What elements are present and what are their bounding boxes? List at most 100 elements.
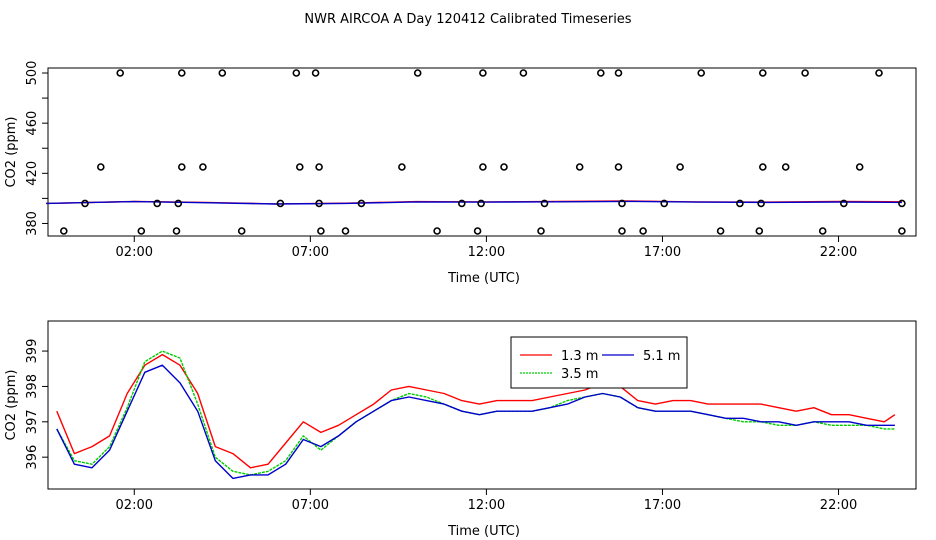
calibration-point — [639, 227, 647, 235]
series-line-5-1-m — [56, 364, 895, 480]
calibration-point — [59, 227, 68, 235]
calibration-point — [413, 69, 422, 77]
calibration-point — [697, 69, 706, 77]
calibration-x-tick-label: 22:00 — [820, 245, 857, 260]
calibration-point — [519, 69, 528, 77]
timeseries-y-tick-label: 398 — [25, 374, 40, 399]
timeseries-panel: 396 397 398 399 02:00 07:00 12:00 17:00 22:00 T… — [4, 320, 917, 539]
calibration-point — [898, 227, 906, 235]
calibration-point — [116, 69, 124, 77]
calibration-point — [898, 199, 906, 208]
calibration-point — [473, 227, 482, 235]
timeseries-x-tick-label: 02:00 — [116, 498, 153, 513]
calibration-point — [315, 199, 323, 208]
calibration-ylabel: CO2 (ppm) — [4, 116, 19, 187]
calibration-point — [614, 69, 623, 77]
calibration-panel: 380 420 460 500 02:00 07:00 12:00 17:00 22:00 T… — [4, 61, 917, 286]
calibration-line-5-1-m — [46, 200, 902, 205]
calibration-x-tick-label: 17:00 — [644, 245, 681, 260]
calibration-point — [172, 227, 181, 235]
timeseries-x-tick-label: 22:00 — [820, 498, 857, 513]
timeseries-y-tick-label: 396 — [25, 445, 40, 470]
calibration-point — [614, 163, 623, 171]
legend-label-1-3m: 1.3 m — [561, 349, 598, 364]
calibration-x-tick-label: 12:00 — [468, 245, 505, 260]
calibration-point — [781, 163, 790, 171]
calibration-point — [153, 199, 161, 208]
calibration-point — [317, 227, 325, 235]
timeseries-y-axis: 396 397 398 399 — [25, 339, 48, 470]
calibration-point — [596, 69, 605, 77]
calibration-point — [199, 163, 207, 171]
calibration-point — [875, 69, 883, 77]
calibration-lines — [46, 200, 902, 205]
legend-box — [510, 336, 688, 389]
calibration-point — [457, 199, 466, 208]
timeseries-x-tick-label: 12:00 — [468, 498, 505, 513]
calibration-point — [276, 199, 285, 208]
timeseries-ylabel: CO2 (ppm) — [4, 369, 19, 440]
timeseries-xlabel: Time (UTC) — [447, 524, 520, 539]
calibration-point — [315, 163, 323, 171]
calibration-point — [178, 163, 186, 171]
calibration-point — [295, 163, 304, 171]
calibration-x-axis: 02:00 07:00 12:00 17:00 22:00 — [116, 236, 857, 260]
calibration-point — [477, 199, 485, 208]
calibration-point — [218, 69, 227, 77]
timeseries-x-tick-label: 17:00 — [644, 498, 681, 513]
calibration-point — [500, 163, 508, 171]
calibration-point — [755, 227, 764, 235]
calibration-point — [398, 163, 406, 171]
calibration-point — [716, 227, 725, 235]
calibration-point — [540, 199, 549, 208]
calibration-y-tick-label: 380 — [25, 211, 40, 236]
calibration-point — [433, 227, 441, 235]
calibration-point — [660, 199, 669, 208]
calibration-point — [757, 199, 765, 208]
calibration-point — [855, 163, 864, 171]
calibration-points — [59, 69, 906, 235]
calibration-point — [81, 199, 89, 208]
calibration-y-tick-label: 460 — [25, 111, 40, 136]
series-line-1-3-m — [56, 353, 896, 469]
timeseries-y-tick-label: 399 — [25, 339, 40, 364]
calibration-x-tick-label: 02:00 — [116, 245, 153, 260]
calibration-point — [818, 227, 827, 235]
calibration-y-axis: 380 420 460 500 — [25, 61, 48, 236]
calibration-plot-frame — [47, 67, 917, 237]
calibration-point — [758, 69, 767, 77]
calibration-xlabel: Time (UTC) — [447, 271, 520, 286]
timeseries-lines — [56, 350, 896, 480]
calibration-point — [575, 163, 584, 171]
calibration-x-tick-label: 07:00 — [292, 245, 329, 260]
calibration-y-tick-label: 420 — [25, 161, 40, 186]
legend-label-3-5m: 3.5 m — [561, 367, 598, 382]
calibration-point — [174, 199, 183, 208]
chart-title: NWR AIRCOA A Day 120412 Calibrated Times… — [304, 12, 631, 27]
calibration-point — [618, 227, 626, 235]
timeseries-plot-frame — [47, 320, 917, 490]
timeseries-x-axis: 02:00 07:00 12:00 17:00 22:00 — [116, 489, 857, 513]
calibration-point — [311, 69, 320, 77]
calibration-point — [839, 199, 848, 208]
calibration-point — [237, 227, 246, 235]
legend-label-5-1m: 5.1 m — [643, 349, 680, 364]
calibration-point — [801, 69, 809, 77]
calibration-point — [357, 199, 366, 208]
calibration-point — [758, 163, 767, 171]
calibration-point — [292, 69, 301, 77]
calibration-point — [537, 227, 545, 235]
calibration-point — [618, 199, 626, 208]
legend: 1.3 m 5.1 m 3.5 m — [510, 336, 688, 389]
calibration-point — [97, 163, 105, 171]
timeseries-x-tick-label: 07:00 — [292, 498, 329, 513]
calibration-point — [341, 227, 350, 235]
calibration-point — [479, 163, 487, 171]
calibration-point — [178, 69, 186, 77]
calibration-point — [736, 199, 744, 208]
timeseries-y-tick-label: 397 — [25, 409, 40, 434]
calibration-y-tick-label: 500 — [25, 61, 40, 86]
calibration-point — [137, 227, 146, 235]
calibration-point — [676, 163, 684, 171]
